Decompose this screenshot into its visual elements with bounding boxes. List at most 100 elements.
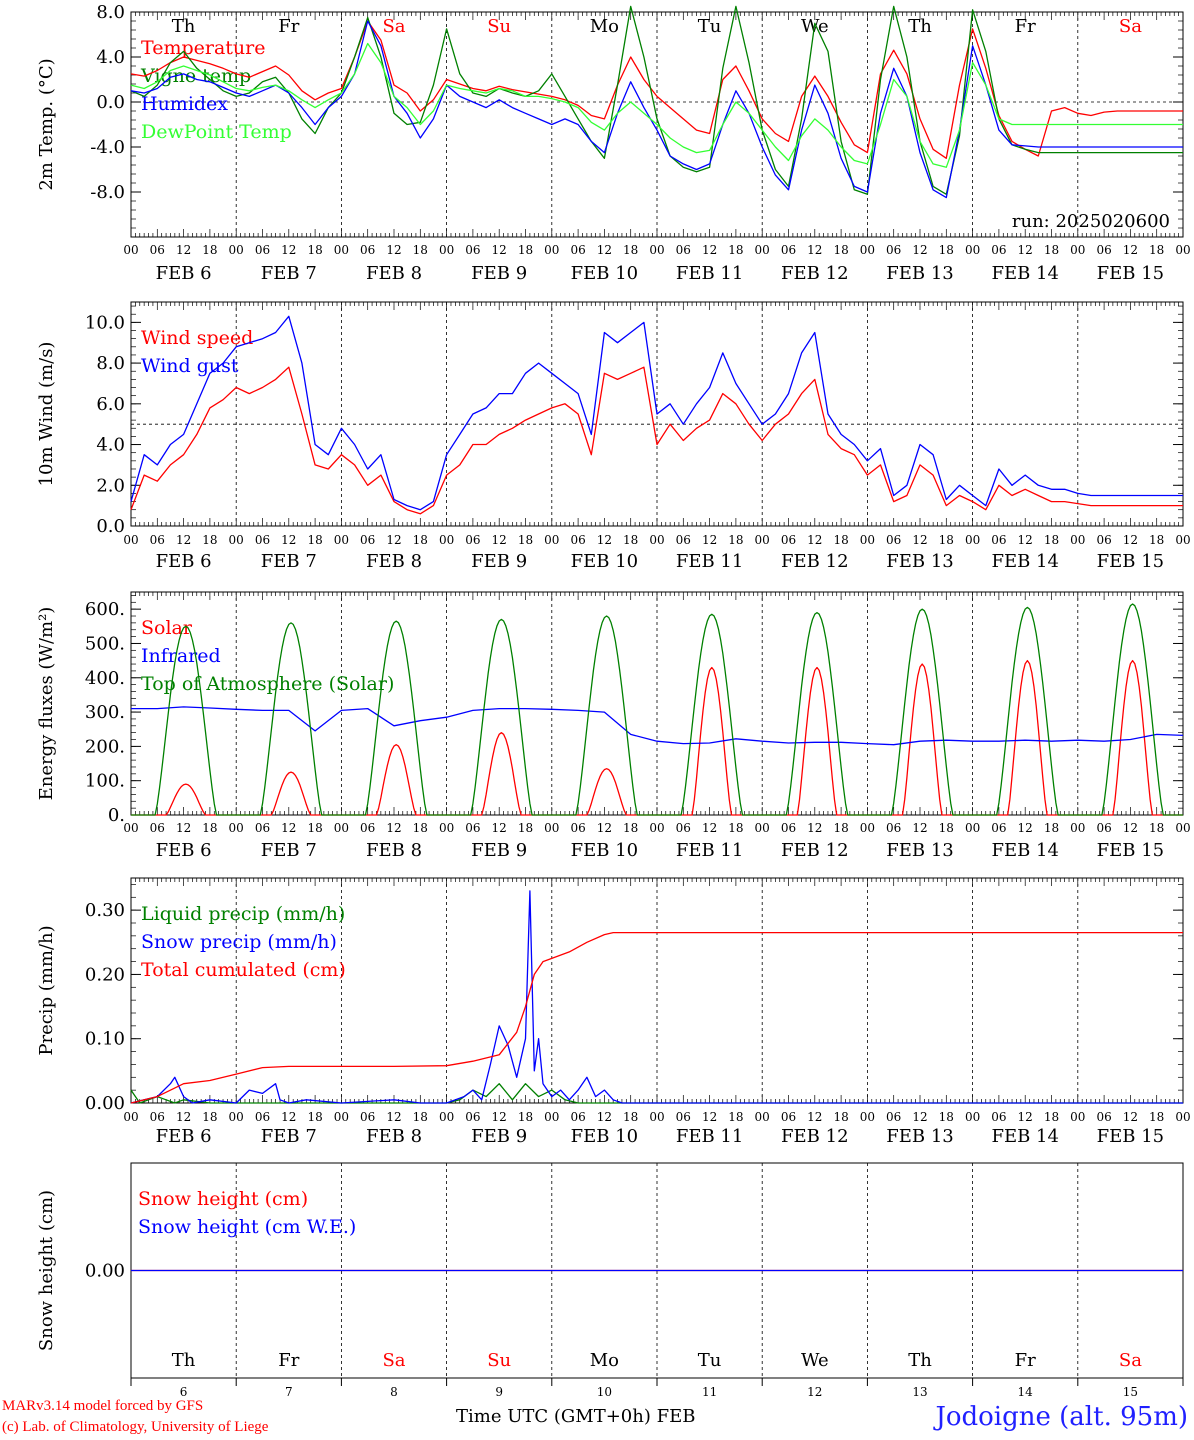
hour-tick-label: 06 <box>886 1110 901 1124</box>
day-name-label: Th <box>908 16 932 37</box>
y-axis-label: Energy fluxes (W/m²) <box>36 607 57 801</box>
date-label: FEB 9 <box>471 551 527 572</box>
y-tick-label: 500. <box>85 633 125 654</box>
date-label: FEB 7 <box>261 1126 317 1147</box>
hour-tick-label: 06 <box>991 243 1006 257</box>
date-label: FEB 7 <box>261 551 317 572</box>
date-label: FEB 9 <box>471 263 527 284</box>
day-name-label: Sa <box>1119 1350 1142 1371</box>
hour-tick-label: 18 <box>939 243 954 257</box>
time-unit-label: Time UTC (GMT+0h) <box>456 1406 651 1427</box>
hour-tick-label: 00 <box>229 243 244 257</box>
date-label: FEB 6 <box>156 840 212 861</box>
hour-tick-label: 18 <box>1149 243 1164 257</box>
date-label: FEB 12 <box>781 263 848 284</box>
series-line-temperature-0 <box>130 20 1183 159</box>
day-number-label: 11 <box>702 1385 717 1399</box>
hour-tick-label: 18 <box>623 243 638 257</box>
date-label: FEB 10 <box>571 840 638 861</box>
date-label: FEB 14 <box>991 1126 1058 1147</box>
hour-tick-label: 18 <box>1149 533 1164 547</box>
date-label: FEB 14 <box>991 263 1058 284</box>
hour-tick-label: 06 <box>781 533 796 547</box>
hour-tick-label: 06 <box>360 533 375 547</box>
legend-entry: DewPoint Temp <box>141 121 292 143</box>
day-name-label: Th <box>908 1350 932 1371</box>
hour-tick-label: 00 <box>229 1110 244 1124</box>
hour-tick-label: 00 <box>649 821 664 835</box>
legend-entry: Infrared <box>141 645 221 667</box>
day-name-label: Sa <box>382 16 405 37</box>
y-tick-label: 4.0 <box>96 47 125 68</box>
hour-tick-label: 12 <box>807 243 822 257</box>
hour-tick-label: 06 <box>255 243 270 257</box>
series-line-precip-1 <box>130 890 1183 1104</box>
y-tick-label: 0.00 <box>85 1261 125 1282</box>
hour-tick-label: 00 <box>755 533 770 547</box>
date-label: FEB 13 <box>886 840 953 861</box>
day-name-label: We <box>801 1350 829 1371</box>
date-label: FEB 10 <box>571 263 638 284</box>
y-tick-label: 600. <box>85 599 125 620</box>
hour-tick-label: 12 <box>176 533 191 547</box>
hour-tick-label: 18 <box>413 243 428 257</box>
hour-tick-label: 06 <box>781 1110 796 1124</box>
hour-tick-label: 18 <box>413 821 428 835</box>
date-label: FEB 8 <box>366 263 422 284</box>
date-label: FEB 10 <box>571 1126 638 1147</box>
hour-tick-label: 00 <box>1175 533 1190 547</box>
hour-tick-label: 00 <box>860 533 875 547</box>
hour-tick-label: 00 <box>755 821 770 835</box>
hour-tick-label: 12 <box>807 1110 822 1124</box>
hour-tick-label: 18 <box>939 533 954 547</box>
hour-tick-label: 18 <box>833 533 848 547</box>
hour-tick-label: 00 <box>544 821 559 835</box>
legend-entry: Temperature <box>141 37 265 59</box>
hour-tick-label: 12 <box>702 821 717 835</box>
hour-tick-label: 00 <box>439 243 454 257</box>
day-name-label: Tu <box>698 16 722 37</box>
hour-tick-label: 12 <box>1123 533 1138 547</box>
hour-tick-label: 12 <box>1018 1110 1033 1124</box>
date-label: FEB 10 <box>571 551 638 572</box>
day-name-label: Sa <box>1119 16 1142 37</box>
hour-tick-label: 12 <box>1123 1110 1138 1124</box>
series-line-precip-2 <box>130 931 1183 1104</box>
hour-tick-label: 06 <box>676 821 691 835</box>
hour-tick-label: 12 <box>807 821 822 835</box>
hour-tick-label: 18 <box>833 1110 848 1124</box>
hour-tick-label: 18 <box>518 243 533 257</box>
hour-tick-label: 12 <box>386 243 401 257</box>
y-tick-label: 6.0 <box>96 394 125 415</box>
y-axis-label: Snow height (cm) <box>36 1190 57 1351</box>
day-number-label: 12 <box>807 1385 822 1399</box>
y-axis-label: 10m Wind (m/s) <box>36 342 57 487</box>
hour-tick-label: 12 <box>1018 533 1033 547</box>
legend-entry: Total cumulated (cm) <box>141 959 346 981</box>
hour-tick-label: 06 <box>465 1110 480 1124</box>
hour-tick-label: 18 <box>307 533 322 547</box>
y-tick-label: 0.30 <box>85 900 125 921</box>
hour-tick-label: 18 <box>728 243 743 257</box>
hour-tick-label: 18 <box>202 1110 217 1124</box>
hour-tick-label: 18 <box>202 243 217 257</box>
hour-tick-label: 06 <box>150 533 165 547</box>
hour-tick-label: 06 <box>1096 1110 1111 1124</box>
hour-tick-label: 00 <box>860 243 875 257</box>
hour-tick-label: 00 <box>123 243 138 257</box>
hour-tick-label: 00 <box>1070 821 1085 835</box>
y-axis-label: Precip (mm/h) <box>36 925 57 1055</box>
hour-tick-label: 18 <box>307 821 322 835</box>
hour-tick-label: 12 <box>492 533 507 547</box>
day-name-label: Mo <box>590 16 619 37</box>
legend-entry: Snow precip (mm/h) <box>141 931 337 953</box>
date-label: FEB 6 <box>156 263 212 284</box>
hour-tick-label: 00 <box>439 1110 454 1124</box>
hour-tick-label: 18 <box>728 1110 743 1124</box>
panel-snow: 6 7 8 9 10 11 12 13 14 15 Th Fr Sa Su Mo Tu We Th Fr Sa 0.00… <box>36 1162 1184 1399</box>
hour-tick-label: 06 <box>255 533 270 547</box>
run-annotation: run: 2025020600 <box>1012 211 1170 232</box>
hour-tick-label: 06 <box>255 1110 270 1124</box>
y-tick-label: 400. <box>85 668 125 689</box>
hour-tick-label: 18 <box>202 533 217 547</box>
